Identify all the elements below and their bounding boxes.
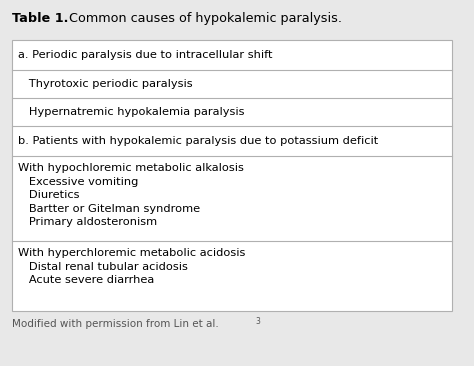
Text: Hypernatremic hypokalemia paralysis: Hypernatremic hypokalemia paralysis: [18, 107, 245, 117]
Text: With hyperchloremic metabolic acidosis
   Distal renal tubular acidosis
   Acute: With hyperchloremic metabolic acidosis D…: [18, 248, 246, 285]
Bar: [12, 40, 452, 311]
Text: a. Periodic paralysis due to intracellular shift: a. Periodic paralysis due to intracellul…: [18, 50, 273, 60]
Text: b. Patients with hypokalemic paralysis due to potassium deficit: b. Patients with hypokalemic paralysis d…: [18, 136, 378, 146]
Text: With hypochloremic metabolic alkalosis
   Excessive vomiting
   Diuretics
   Bar: With hypochloremic metabolic alkalosis E…: [18, 163, 244, 227]
Text: Table 1.: Table 1.: [12, 12, 68, 25]
Text: Common causes of hypokalemic paralysis.: Common causes of hypokalemic paralysis.: [61, 12, 342, 25]
Text: Thyrotoxic periodic paralysis: Thyrotoxic periodic paralysis: [18, 79, 192, 89]
Text: 3: 3: [255, 317, 260, 326]
Text: Modified with permission from Lin et al.: Modified with permission from Lin et al.: [12, 319, 219, 329]
